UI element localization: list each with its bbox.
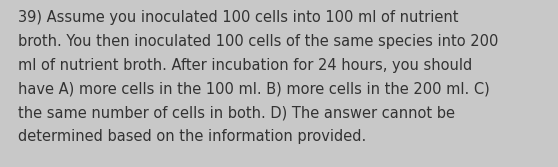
- Text: ml of nutrient broth. After incubation for 24 hours, you should: ml of nutrient broth. After incubation f…: [18, 58, 472, 73]
- Text: 39) Assume you inoculated 100 cells into 100 ml of nutrient: 39) Assume you inoculated 100 cells into…: [18, 10, 459, 25]
- Text: have A) more cells in the 100 ml. B) more cells in the 200 ml. C): have A) more cells in the 100 ml. B) mor…: [18, 81, 490, 96]
- Text: the same number of cells in both. D) The answer cannot be: the same number of cells in both. D) The…: [18, 105, 455, 120]
- Text: broth. You then inoculated 100 cells of the same species into 200: broth. You then inoculated 100 cells of …: [18, 34, 498, 49]
- Text: determined based on the information provided.: determined based on the information prov…: [18, 129, 366, 144]
